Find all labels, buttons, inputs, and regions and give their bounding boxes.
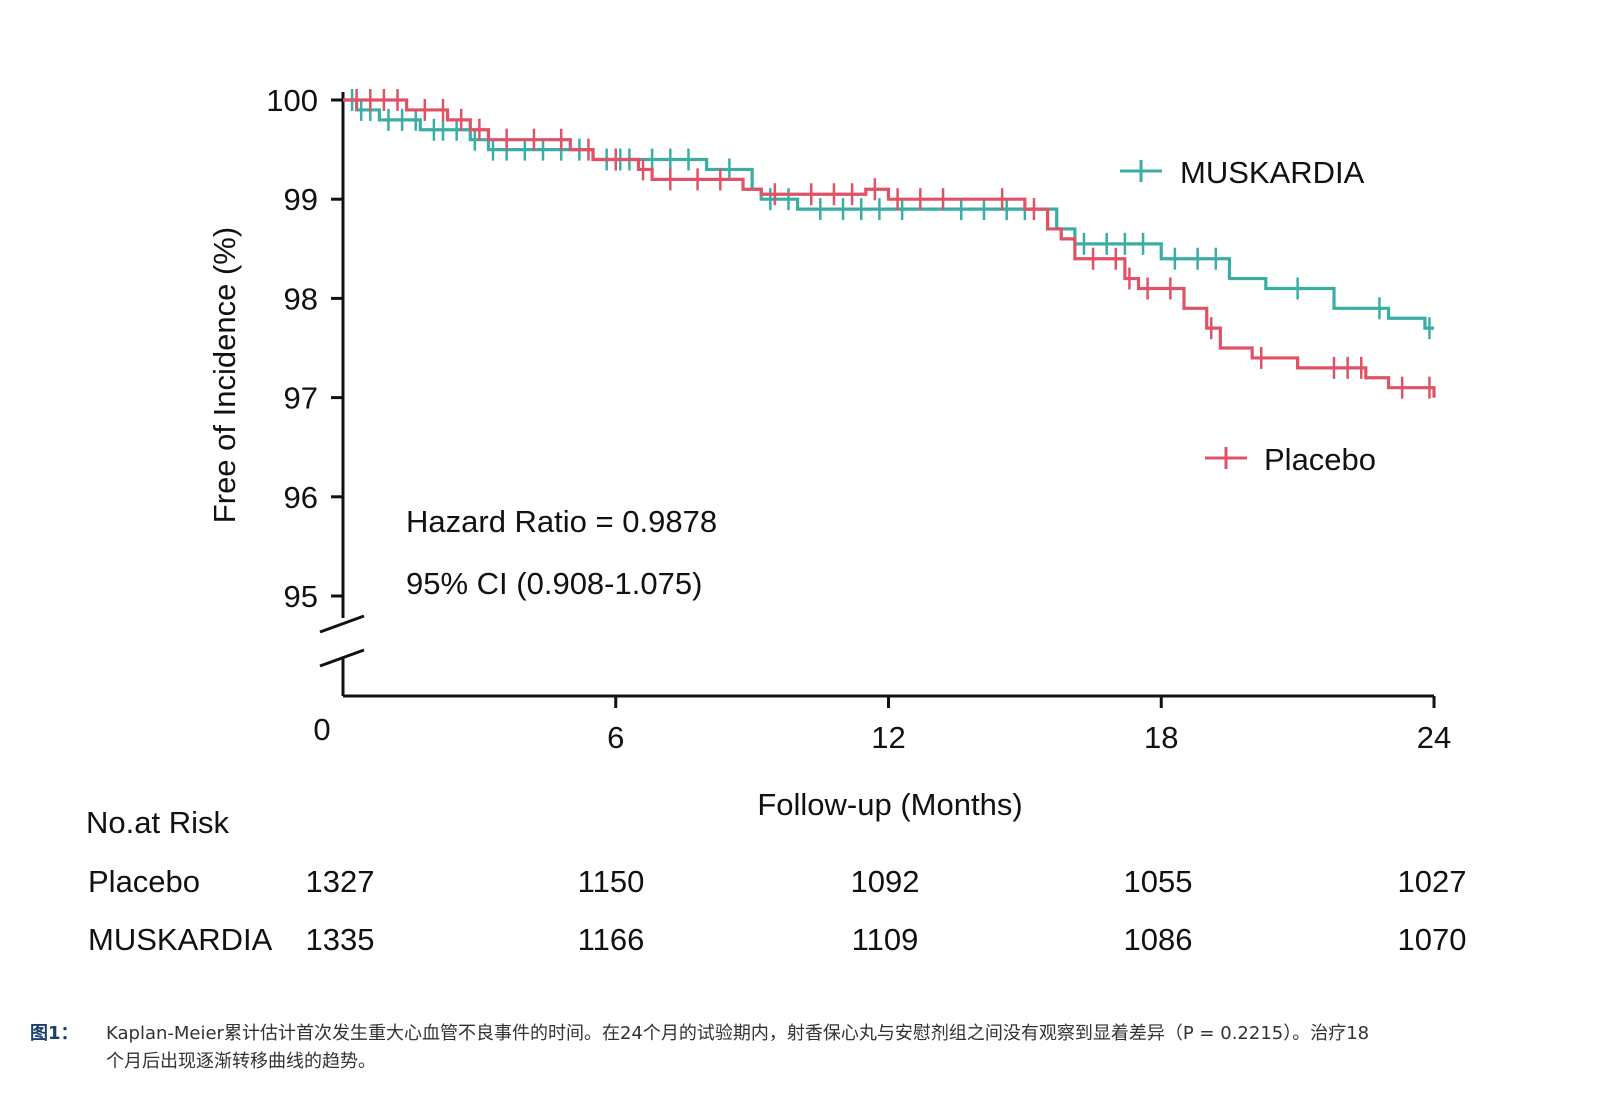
risk-count: 1092 [851, 864, 920, 899]
risk-count: 1335 [306, 922, 375, 957]
x-axis-label: Follow-up (Months) [757, 787, 1022, 822]
y-axis-label: Free of Incidence (%) [207, 227, 242, 523]
figure-caption: 图1： Kaplan-Meier累计估计首次发生重大心血管不良事件的时间。在24… [30, 1020, 1370, 1076]
x-tick-labels: 0 6 12 18 24 [313, 712, 1451, 755]
risk-count: 1086 [1124, 922, 1193, 957]
survival-line [343, 98, 1434, 330]
caption-text: Kaplan-Meier累计估计首次发生重大心血管不良事件的时间。在24个月的试… [106, 1023, 1370, 1072]
y-tick-labels: 95 96 97 98 99 100 [266, 83, 318, 614]
y-tick-label: 99 [284, 182, 318, 217]
survival-line [343, 98, 1436, 398]
x-tick-label: 12 [871, 720, 905, 755]
y-tick-label: 97 [284, 381, 318, 416]
y-tick-label: 98 [284, 281, 318, 316]
caption-label: 图1： [30, 1023, 79, 1044]
axis-break-mark [319, 648, 365, 668]
x-tick-label: 24 [1417, 720, 1451, 755]
y-tick-label: 100 [266, 83, 318, 118]
risk-count: 1150 [578, 864, 645, 899]
risk-table: No.at Risk Placebo 1327 1150 1092 1055 1027 MU… [86, 805, 1466, 957]
legend: MUSKARDIA Placebo [1120, 155, 1376, 477]
series-muskardia [343, 89, 1434, 340]
ci-annotation: 95% CI (0.908-1.075) [406, 566, 702, 601]
hazard-ratio-annotation: Hazard Ratio = 0.9878 [406, 504, 717, 539]
legend-muskardia-label: MUSKARDIA [1180, 155, 1365, 190]
x-tick-label: 0 [313, 712, 330, 747]
risk-count: 1109 [852, 922, 919, 957]
risk-table-title: No.at Risk [86, 805, 229, 840]
survival-curves [343, 89, 1436, 399]
y-tick-label: 95 [284, 579, 318, 614]
series-placebo [343, 89, 1436, 399]
legend-placebo-label: Placebo [1264, 442, 1376, 477]
x-tick-label: 6 [607, 720, 624, 755]
y-tick-label: 96 [284, 480, 318, 515]
risk-row-label: MUSKARDIA [88, 922, 273, 957]
risk-count: 1070 [1398, 922, 1467, 957]
risk-count: 1027 [1398, 864, 1467, 899]
km-chart: 95 96 97 98 99 100 0 6 12 18 24 Free of Incidence… [86, 83, 1466, 957]
risk-row-label: Placebo [88, 864, 200, 899]
x-tick-label: 18 [1144, 720, 1178, 755]
risk-count: 1327 [306, 864, 375, 899]
risk-count: 1055 [1124, 864, 1193, 899]
risk-count: 1166 [578, 922, 645, 957]
axes [319, 92, 1436, 708]
axis-break-mark [319, 614, 365, 634]
